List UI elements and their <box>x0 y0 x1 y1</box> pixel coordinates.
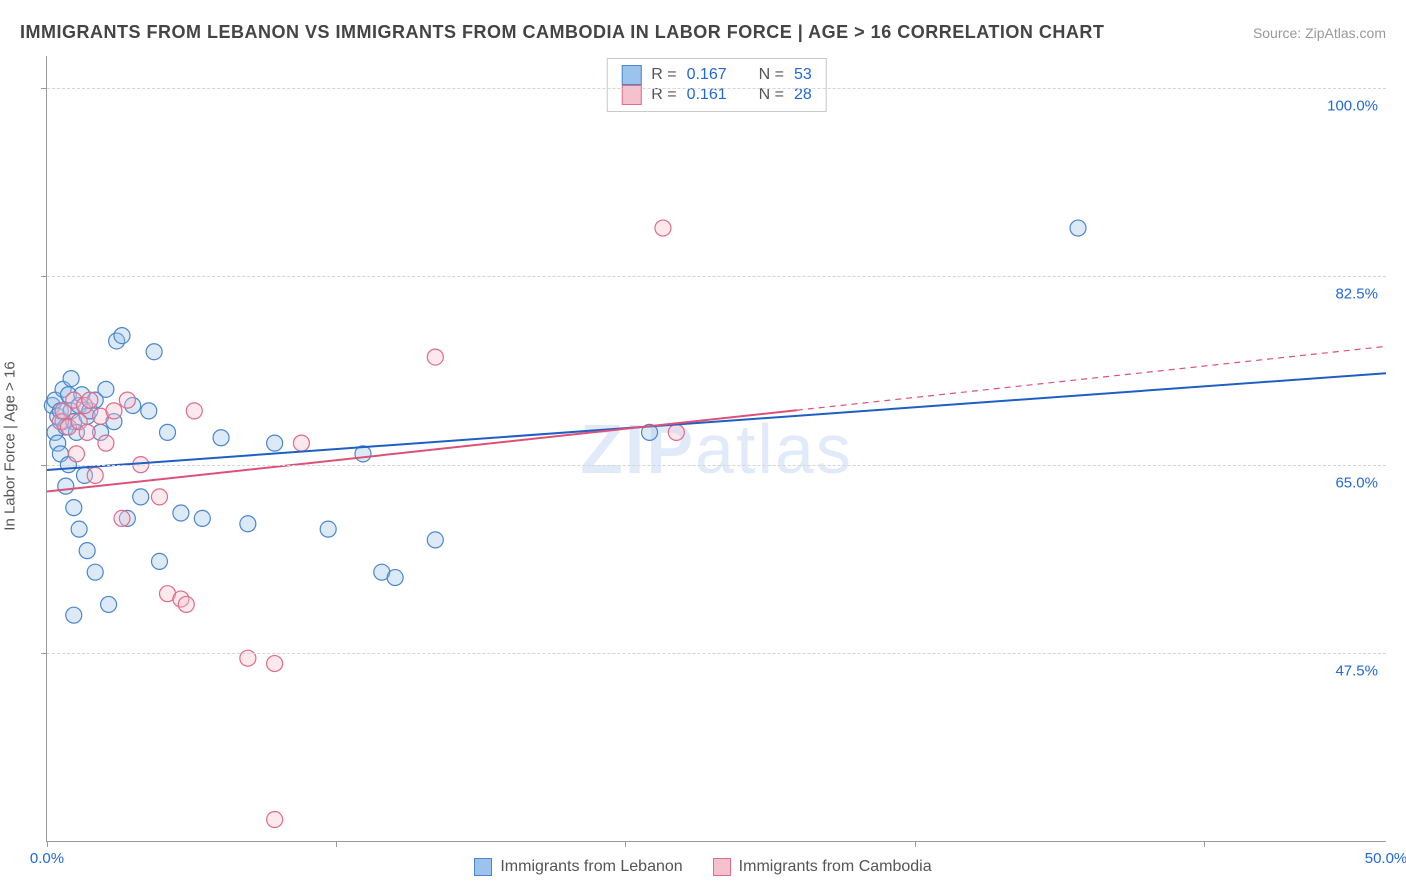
scatter-point <box>186 403 202 419</box>
stat-n-value: 53 <box>794 66 812 84</box>
y-tick-mark <box>41 465 47 466</box>
x-tick-mark <box>915 841 916 847</box>
scatter-point <box>267 811 283 827</box>
gridline <box>47 465 1386 466</box>
source-link[interactable]: ZipAtlas.com <box>1305 25 1386 41</box>
series-legend: Immigrants from Lebanon Immigrants from C… <box>0 858 1406 876</box>
scatter-point <box>133 489 149 505</box>
y-tick-label: 47.5% <box>1335 662 1378 679</box>
scatter-point <box>668 424 684 440</box>
scatter-point <box>387 570 403 586</box>
y-tick-label: 100.0% <box>1327 98 1378 115</box>
stat-n-label: N = <box>759 66 784 84</box>
scatter-point <box>106 403 122 419</box>
scatter-point <box>240 516 256 532</box>
x-tick-mark <box>625 841 626 847</box>
legend-label: Immigrants from Cambodia <box>739 858 932 876</box>
scatter-point <box>68 446 84 462</box>
y-tick-label: 82.5% <box>1335 286 1378 303</box>
x-tick-mark <box>47 841 48 847</box>
regression-line <box>47 410 797 491</box>
scatter-point <box>213 430 229 446</box>
chart-title: IMMIGRANTS FROM LEBANON VS IMMIGRANTS FR… <box>20 22 1104 43</box>
stat-r-value: 0.167 <box>687 66 727 84</box>
source-attribution: Source: ZipAtlas.com <box>1253 25 1386 41</box>
scatter-point <box>82 392 98 408</box>
scatter-point <box>98 435 114 451</box>
gridline <box>47 88 1386 89</box>
scatter-point <box>141 403 157 419</box>
scatter-point <box>194 510 210 526</box>
legend-swatch <box>713 858 731 876</box>
scatter-point <box>87 467 103 483</box>
chart-container: IMMIGRANTS FROM LEBANON VS IMMIGRANTS FR… <box>0 0 1406 892</box>
correlation-legend: R =0.167N =53R =0.161N =28 <box>606 58 827 112</box>
scatter-point <box>114 328 130 344</box>
scatter-point <box>98 381 114 397</box>
scatter-point <box>655 220 671 236</box>
gridline <box>47 653 1386 654</box>
scatter-point <box>63 371 79 387</box>
scatter-point <box>1070 220 1086 236</box>
scatter-point <box>66 500 82 516</box>
legend-label: Immigrants from Lebanon <box>500 858 682 876</box>
stat-r-label: R = <box>651 66 676 84</box>
title-row: IMMIGRANTS FROM LEBANON VS IMMIGRANTS FR… <box>20 22 1386 43</box>
legend-item: Immigrants from Cambodia <box>713 858 932 876</box>
x-tick-mark <box>1204 841 1205 847</box>
scatter-point <box>79 424 95 440</box>
y-axis-label: In Labor Force | Age > 16 <box>2 361 19 530</box>
plot-area: ZIPatlas R =0.167N =53R =0.161N =28 47.5… <box>46 56 1386 842</box>
regression-line <box>47 373 1386 470</box>
x-tick-mark <box>336 841 337 847</box>
scatter-point <box>101 596 117 612</box>
y-tick-label: 65.0% <box>1335 474 1378 491</box>
legend-swatch <box>621 65 641 85</box>
scatter-point <box>71 521 87 537</box>
legend-item: Immigrants from Lebanon <box>474 858 682 876</box>
y-tick-mark <box>41 88 47 89</box>
regression-line-dashed <box>797 346 1386 410</box>
scatter-point <box>267 435 283 451</box>
scatter-point <box>58 478 74 494</box>
legend-swatch <box>474 858 492 876</box>
scatter-point <box>87 564 103 580</box>
source-label: Source: <box>1253 25 1301 41</box>
plot-svg <box>47 56 1386 841</box>
scatter-point <box>178 596 194 612</box>
y-tick-mark <box>41 276 47 277</box>
scatter-point <box>79 543 95 559</box>
scatter-point <box>119 392 135 408</box>
correlation-legend-row: R = 0.167 N = 53 <box>621 65 812 85</box>
scatter-point <box>114 510 130 526</box>
scatter-point <box>427 532 443 548</box>
scatter-point <box>160 424 176 440</box>
scatter-point <box>293 435 309 451</box>
scatter-point <box>151 553 167 569</box>
scatter-point <box>173 505 189 521</box>
gridline <box>47 276 1386 277</box>
scatter-point <box>267 656 283 672</box>
scatter-point <box>151 489 167 505</box>
scatter-point <box>66 607 82 623</box>
scatter-point <box>146 344 162 360</box>
scatter-point <box>320 521 336 537</box>
y-tick-mark <box>41 653 47 654</box>
scatter-point <box>427 349 443 365</box>
